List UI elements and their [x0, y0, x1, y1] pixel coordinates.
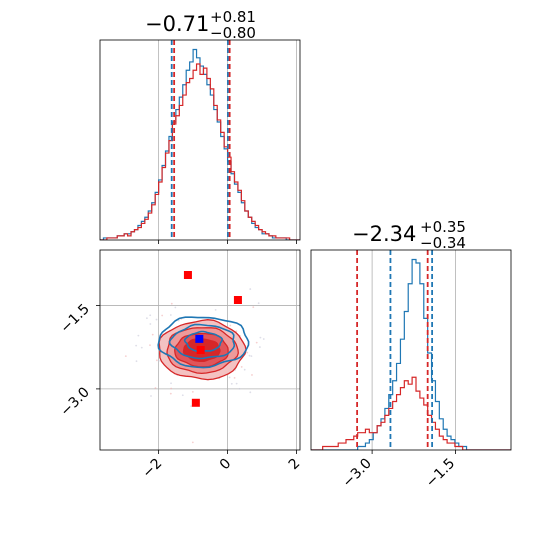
sample-point [161, 314, 164, 317]
histogram-param2-ticks: −3.0 −1.5 [340, 450, 458, 491]
histogram-param2-tick-label: −3.0 [340, 456, 375, 491]
sample-point [246, 351, 249, 354]
sample-point [251, 374, 253, 376]
title-param2: −2.34 +0.35 −0.34 [352, 218, 466, 252]
sample-point [169, 314, 172, 316]
sample-point [235, 330, 238, 333]
sample-point [252, 306, 255, 309]
sample-point [135, 344, 138, 347]
sample-point [258, 346, 261, 348]
sample-point [249, 391, 252, 394]
blue-contour-level [157, 316, 250, 369]
sample-point [155, 359, 158, 362]
red-marker [191, 398, 200, 407]
sample-point [230, 382, 233, 385]
sample-point [154, 387, 157, 389]
histogram-param2-grid [371, 250, 456, 450]
title-param1-median: −0.71 [145, 12, 209, 36]
red-marker [183, 271, 192, 279]
histogram-param1-red-histogram-line [100, 63, 300, 240]
red-marker [233, 296, 242, 304]
contour-y-tick-label: −3.0 [57, 384, 92, 419]
sample-point [140, 346, 143, 349]
sample-point [177, 319, 180, 322]
histogram-param2-frame [310, 249, 512, 451]
title-param1-minus: −0.80 [210, 24, 256, 42]
sample-point [150, 395, 152, 397]
title-param1-plus: +0.81 [210, 8, 256, 26]
sample-point [169, 392, 172, 395]
sample-point [170, 382, 172, 385]
sample-point [257, 302, 260, 305]
sample-point [149, 323, 152, 325]
sample-point [238, 387, 241, 390]
sample-point [255, 341, 258, 344]
sample-point [170, 302, 173, 305]
sample-point [170, 387, 173, 390]
title-param2-median: −2.34 [352, 222, 416, 246]
sample-point [233, 376, 236, 379]
sample-point [235, 382, 238, 385]
sample-point [229, 324, 232, 327]
red-marker [196, 346, 205, 354]
contour-x-tick-label: 2 [286, 456, 304, 474]
sample-point [228, 376, 231, 379]
sample-point [191, 390, 194, 393]
sample-point [262, 338, 265, 340]
sample-point [240, 366, 243, 368]
blue-marker [195, 334, 204, 343]
sample-point [135, 360, 138, 363]
contour-frame [99, 249, 301, 451]
histogram-param1-ticks [158, 240, 297, 244]
title-param1: −0.71 +0.81 −0.80 [145, 8, 256, 42]
sample-point [151, 333, 154, 336]
histogram-param2-red-histogram-line [311, 376, 511, 450]
sample-point [137, 334, 140, 337]
sample-point [248, 354, 251, 357]
sample-point [149, 344, 151, 347]
sample-point [181, 394, 184, 397]
sample-point [155, 318, 158, 321]
sample-point [174, 306, 177, 309]
contour-x-tick-label: −2 [140, 456, 166, 482]
histogram-param1-blue-histogram-line [100, 48, 300, 240]
sample-point [190, 405, 193, 408]
histogram-param2-blue-histogram-line [311, 258, 511, 450]
sample-point [243, 368, 246, 371]
sample-point [124, 355, 127, 358]
blue-contour-level [183, 330, 223, 353]
histogram-param1-frame [99, 39, 301, 241]
sample-point [158, 359, 160, 362]
sample-point [145, 317, 148, 320]
title-param2-minus: −0.34 [420, 234, 466, 252]
sample-point [250, 355, 253, 358]
sample-point [149, 314, 152, 317]
contour-y-tick-label: −1.5 [57, 301, 92, 336]
sample-point [214, 308, 217, 311]
sample-point [249, 288, 252, 290]
histogram-param2-panel: −3.0 −1.5 [310, 249, 512, 491]
contour-panel: −2 0 2 −1.5 −3.0 [57, 249, 306, 482]
sample-point [191, 441, 194, 444]
blue-contour-level [168, 323, 236, 360]
sample-point [259, 336, 262, 339]
sample-point [304, 349, 306, 351]
histogram-param1-panel [99, 39, 301, 244]
title-param2-plus: +0.35 [420, 218, 466, 236]
contour-x-tick-label: 0 [217, 456, 235, 474]
histogram-param2-tick-label: −1.5 [423, 456, 458, 491]
